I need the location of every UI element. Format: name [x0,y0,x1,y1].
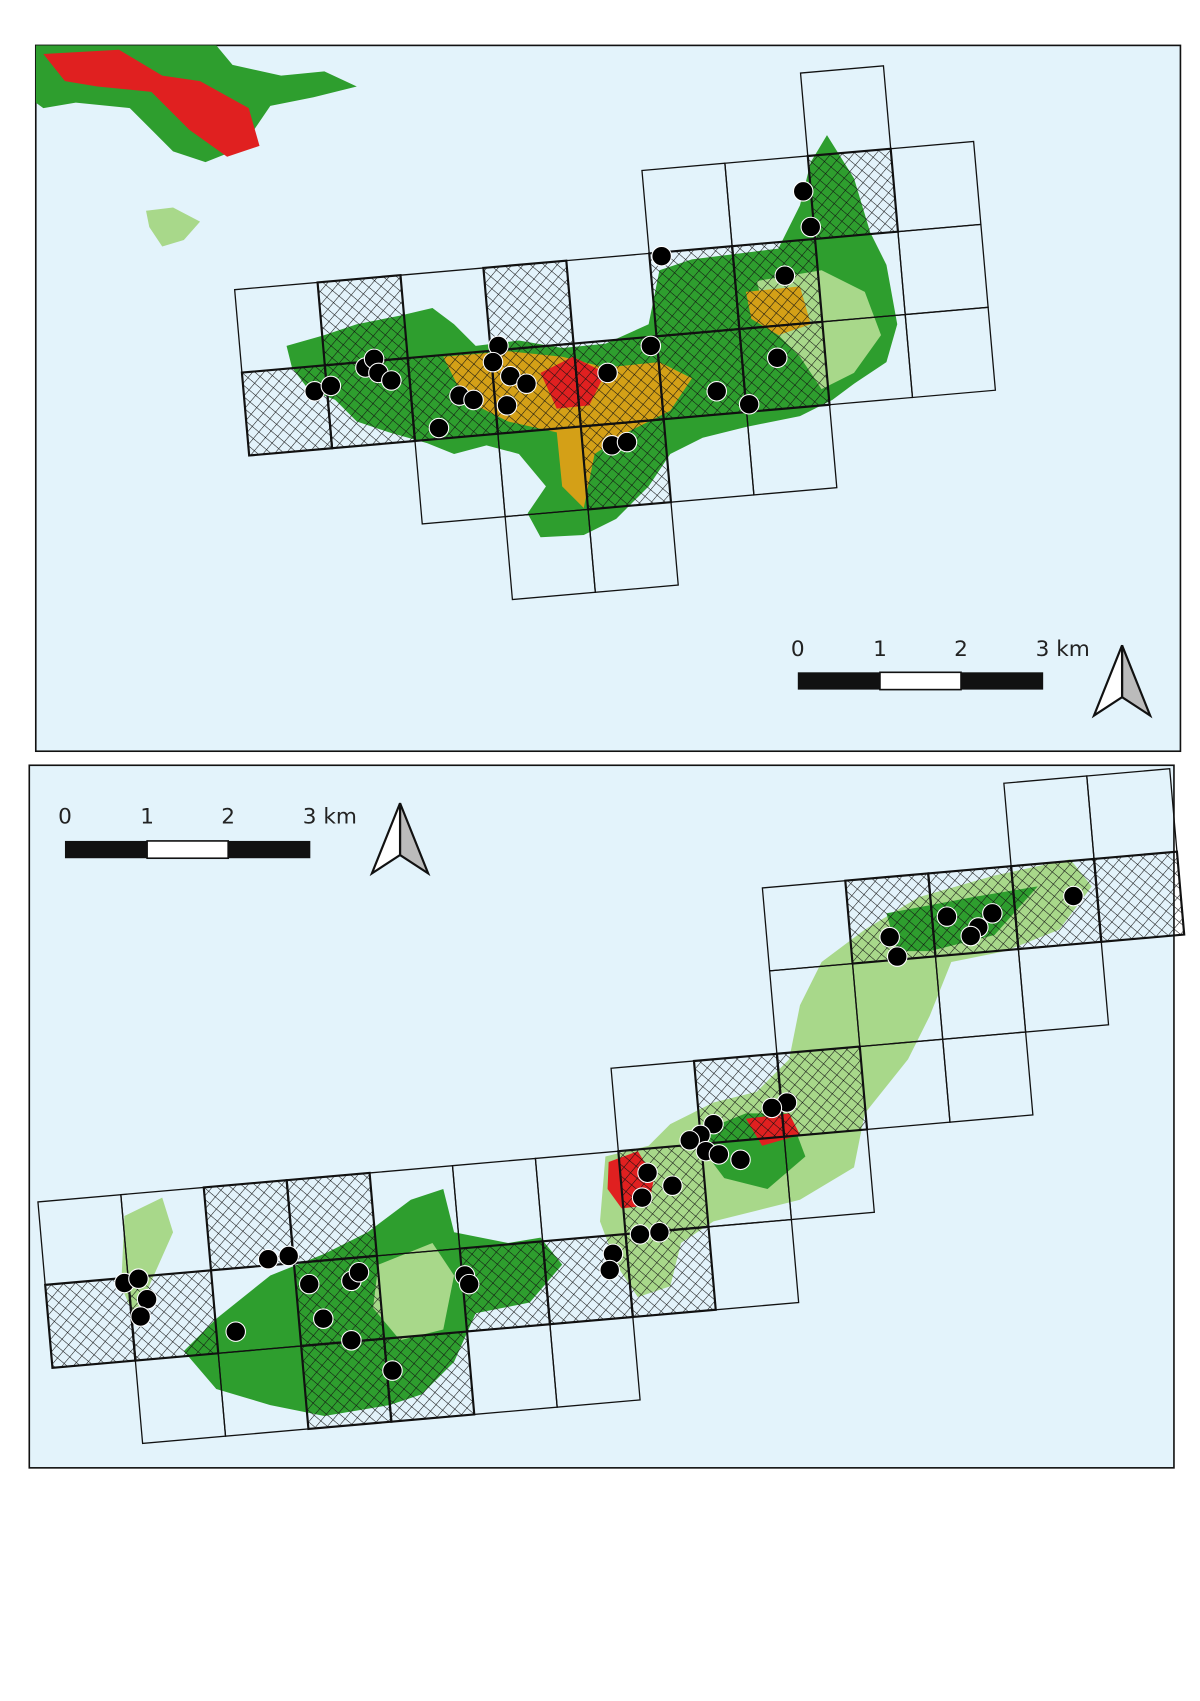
hatched-cell [316,274,409,367]
scale-label: 1 [873,637,887,662]
point [886,946,908,967]
grid-cell [549,1316,641,1408]
scale-segment [146,840,229,860]
north-arrow [369,802,431,877]
grid-cell [904,306,997,399]
point [341,1330,362,1351]
point [640,335,662,357]
point [879,926,900,948]
points [304,181,822,456]
point [792,181,814,202]
island-light [373,1243,455,1341]
point [800,216,822,238]
point [320,375,342,397]
point [936,906,958,927]
point [1063,885,1084,907]
scale-segment [879,671,962,691]
point [662,1175,683,1197]
point [774,265,796,286]
hatched-cell [775,1045,869,1138]
point [708,1144,730,1165]
hatched-cell [806,147,900,241]
point [482,351,504,373]
point [982,903,1003,924]
hatched-cell [1009,857,1103,951]
islet [146,207,201,247]
point [463,389,484,411]
hatched-cell [1092,850,1186,943]
scale-label: 3 km [1036,637,1090,662]
point [597,362,618,384]
point [516,373,537,394]
hatched-cell [240,364,334,457]
hatched-cell [292,1254,386,1348]
scale-bar: 0 1 2 3 km [791,637,1090,691]
hatched-cell [655,327,748,421]
north-arrow [1091,644,1153,719]
grid-cell [587,501,679,594]
point [496,395,518,416]
point [706,381,728,402]
grid [37,768,1186,1445]
grid-cell [783,1128,876,1221]
scale-label: 2 [221,805,235,830]
point [298,1273,320,1295]
grid-cell [745,404,838,496]
scale-segment [228,840,311,859]
point [738,393,760,415]
scale-label: 3 km [303,805,357,830]
point [599,1259,620,1281]
scale-segment [64,840,148,859]
hatched-cell [489,342,582,435]
point [761,1097,783,1119]
point [225,1321,247,1342]
hatched-cell [300,1337,393,1431]
point [960,925,982,947]
point [428,417,450,439]
grid-cell [942,1031,1034,1123]
grid-cell [1017,941,1110,1033]
scale-segment [961,672,1044,690]
scale-bar: 0 1 2 3 km [58,805,357,860]
map-bottom: 0 1 2 3 km [28,764,1186,1469]
point [257,1248,279,1270]
point [382,1360,403,1381]
point [651,245,672,267]
hatched-cell [285,1171,379,1265]
point [458,1273,480,1295]
scale-label: 2 [954,637,968,662]
point [348,1261,370,1283]
point [730,1149,751,1171]
grid-cell [707,1218,800,1311]
point [136,1288,158,1310]
point [631,1187,653,1208]
point [128,1268,149,1289]
point [766,347,788,369]
point [278,1245,299,1267]
scale-label: 0 [791,637,805,662]
point [629,1224,651,1245]
point [130,1306,151,1327]
point [381,370,402,391]
points [114,885,1084,1381]
point [637,1162,658,1184]
point [679,1130,700,1151]
scale-segment [797,672,880,690]
map-top: 0 1 2 3 km [34,44,1182,753]
scale-label: 0 [58,805,72,830]
hatched-cell [730,237,824,331]
point [649,1221,670,1243]
scale-label: 1 [140,805,154,830]
point [313,1308,334,1329]
urban-north [43,49,260,157]
point [616,431,638,453]
